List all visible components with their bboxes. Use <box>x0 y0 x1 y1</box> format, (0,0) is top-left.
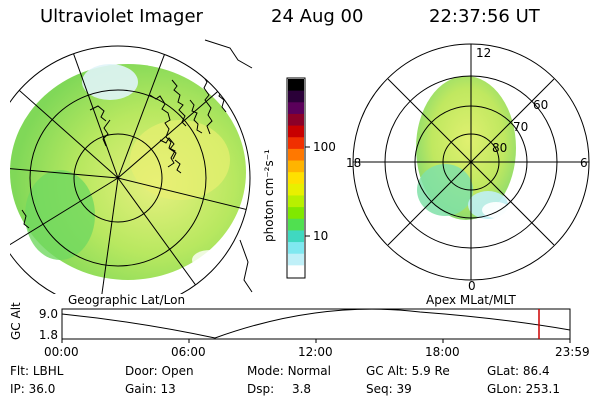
info-gain-value: 13 <box>160 382 176 396</box>
info-flt-value: LBHL <box>32 364 64 378</box>
info-gc-alt: GC Alt: 5.9 Re <box>366 364 450 378</box>
colorbar-unit-label: photon cm⁻²s⁻¹ <box>262 149 276 242</box>
colorbar-cell <box>288 90 304 103</box>
timeline-xtick-3: 18:00 <box>425 345 460 359</box>
info-flt-label: Flt: <box>10 364 29 378</box>
info-dsp-label: Dsp: <box>247 382 275 396</box>
lat-label-60: 60 <box>533 98 548 112</box>
colorbar-cell <box>288 172 304 185</box>
colorbar-cell <box>288 207 304 220</box>
colorbar-cell <box>288 102 304 115</box>
info-dsp: Dsp: 3.8 <box>247 382 311 396</box>
info-dsp-value: 3.8 <box>291 382 312 396</box>
info-door-label: Door: <box>125 364 158 378</box>
timeline-xtick-4: 23:59 <box>555 345 590 359</box>
colorbar-cell <box>288 265 304 278</box>
info-gc-alt-value: 5.9 Re <box>411 364 450 378</box>
lat-label-80: 80 <box>492 141 507 155</box>
time-label: 22:37:56 UT <box>429 6 540 27</box>
mlt-label-0: 0 <box>468 279 476 293</box>
info-glat-label: GLat: <box>487 364 520 378</box>
color-bar <box>286 77 310 279</box>
timeline-xtick-1: 06:00 <box>171 345 206 359</box>
altitude-curve <box>61 308 571 339</box>
info-door-value: Open <box>161 364 194 378</box>
info-ip: IP: 36.0 <box>10 382 55 396</box>
info-mode-label: Mode: <box>247 364 284 378</box>
colorbar-cell <box>288 195 304 208</box>
info-glon-label: GLon: <box>487 382 522 396</box>
timeline-ylabel: GC Alt <box>9 302 23 340</box>
info-mode-value: Normal <box>287 364 331 378</box>
colorbar-cell <box>288 79 304 92</box>
timeline-ytick-min: 1.8 <box>39 328 58 342</box>
colorbar-cell <box>288 148 304 162</box>
timeline-xtick-2: 12:00 <box>298 345 333 359</box>
info-glat: GLat: 86.4 <box>487 364 550 378</box>
mlt-label-12: 12 <box>476 46 491 60</box>
colorbar-cell <box>288 125 304 138</box>
apex-label: Apex MLat/MLT <box>426 293 516 307</box>
colorbar-cell <box>288 242 304 255</box>
info-glat-value: 86.4 <box>522 364 550 378</box>
colorbar-cell <box>288 183 304 196</box>
info-seq-label: Seq: <box>366 382 393 396</box>
info-ip-value: 36.0 <box>28 382 56 396</box>
info-mode: Mode: Normal <box>247 364 331 378</box>
info-flt: Flt: LBHL <box>10 364 63 378</box>
colorbar-cell <box>288 160 304 173</box>
date-label: 24 Aug 00 <box>271 6 364 27</box>
timeline-ytick-max: 9.0 <box>39 307 58 321</box>
colorbar-cell <box>288 137 304 150</box>
instrument-title: Ultraviolet Imager <box>40 6 203 27</box>
info-seq: Seq: 39 <box>366 382 412 396</box>
timeline-xtick-0: 00:00 <box>44 345 79 359</box>
geographic-map <box>10 39 253 294</box>
info-gc-alt-label: GC Alt: <box>366 364 408 378</box>
colorbar-cell <box>288 230 304 243</box>
mlt-label-6: 6 <box>580 156 588 170</box>
info-gain-label: Gain: <box>125 382 157 396</box>
geographic-label: Geographic Lat/Lon <box>68 293 186 307</box>
info-door: Door: Open <box>125 364 194 378</box>
lat-label-70: 70 <box>513 120 528 134</box>
colorbar-tick-10: 10 <box>313 229 329 243</box>
info-ip-label: IP: <box>10 382 25 396</box>
info-glon: GLon: 253.1 <box>487 382 560 396</box>
colorbar-cell <box>288 113 304 127</box>
info-gain: Gain: 13 <box>125 382 176 396</box>
magnetic-map: 12 18 6 0 60 70 80 <box>346 43 590 293</box>
mlt-label-18: 18 <box>346 156 361 170</box>
colorbar-cell <box>288 218 304 231</box>
info-glon-value: 253.1 <box>525 382 560 396</box>
colorbar-cell <box>288 253 304 266</box>
info-seq-value: 39 <box>396 382 412 396</box>
colorbar-tick-100: 100 <box>313 140 336 154</box>
orbit-timeline: GC Alt 9.0 1.8 <box>9 302 571 343</box>
